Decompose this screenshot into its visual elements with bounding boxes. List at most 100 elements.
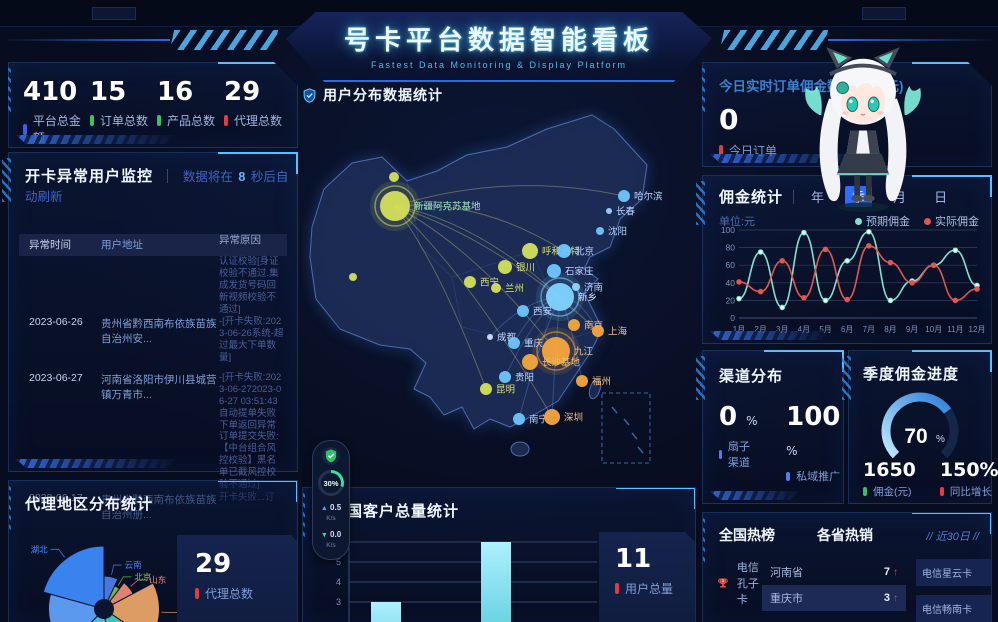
- channel-title: 渠道分布: [719, 368, 784, 385]
- product-chip[interactable]: 电信星云卡 6,080↑: [916, 559, 991, 586]
- chart-legend: 预期佣金 实际佣金: [855, 213, 979, 229]
- svg-text:100: 100: [721, 225, 735, 235]
- map-city-label: 哈尔滨: [634, 191, 663, 203]
- map-city-label: 深圳: [564, 413, 583, 424]
- svg-text:4月: 4月: [798, 325, 810, 334]
- legend-expected[interactable]: 预期佣金: [855, 213, 910, 229]
- svg-text:%: %: [936, 434, 945, 445]
- stat-product-total: 16 产品总数: [157, 77, 216, 128]
- customer-total-card: 11 用户总量: [599, 532, 696, 622]
- map-city-label: 兰州: [505, 283, 524, 295]
- down-arrow-icon: ▼: [320, 531, 328, 539]
- cpu-percent: 30%: [321, 473, 341, 493]
- page-title: 号卡平台数据智能看板: [343, 25, 654, 55]
- svg-text:40: 40: [726, 278, 736, 288]
- table-row: 2023-06-26 贵州省黔西南布依族苗族自治州安... -[开卡失败:202…: [29, 316, 284, 363]
- panel-foot-decor: [710, 491, 800, 500]
- up-arrow-icon: ↑: [893, 592, 898, 604]
- panel-foot-decor: [710, 154, 870, 163]
- agent-region-rose-chart[interactable]: 云南北京山东河南湖北: [9, 513, 199, 622]
- quarter-progress-panel: 季度佣金进度 70% 1650 佣金(元) 150% 同比增长: [842, 350, 998, 504]
- up-arrow-icon: ↑: [893, 566, 898, 578]
- customer-bar-chart[interactable]: 5 4 3: [311, 530, 601, 622]
- map-city-label: 西安: [533, 306, 552, 318]
- stat-marker: [224, 115, 228, 126]
- customer-total-panel: 全国客户总量统计 5 4 3 11 用户总量: [302, 487, 696, 622]
- svg-text:5: 5: [336, 557, 341, 567]
- agent-region-panel: 代理地区分布统计 云南北京山东河南湖北 29 代理总数: [8, 480, 298, 622]
- product-list: 电信星云卡 6,080↑ 电信畅南卡 7,407↑: [916, 559, 991, 622]
- svg-text:3月: 3月: [776, 325, 788, 334]
- china-map[interactable]: 新疆阿克苏基地哈尔滨长春沈阳呼和浩特北京银川石家庄济南西宁兰州新乡西安成都重庆南…: [302, 107, 690, 479]
- divider: [793, 189, 795, 204]
- mascot-character[interactable]: [800, 44, 926, 216]
- commission-title: 佣金统计: [719, 189, 784, 206]
- svg-text:4: 4: [336, 577, 341, 587]
- agent-total-card: 29 代理总数: [177, 535, 298, 622]
- top-decor-right: [862, 7, 906, 20]
- province-row[interactable]: 重庆市 3 ↑: [762, 585, 906, 611]
- map-city-label: 石家庄: [565, 266, 594, 278]
- commission-line-chart[interactable]: 0 20 40 60 80 100 1月 2月 3月 4月 5月 6月 7月 8月 9月 10月 11月 12月: [709, 222, 985, 338]
- quarter-growth: 150% 同比增长: [939, 459, 998, 498]
- today-orders-value: 0: [719, 103, 739, 136]
- stat-agent-total: 29 代理总数: [224, 77, 283, 128]
- quarter-gauge-chart: 70%: [881, 392, 959, 459]
- shield-icon: [303, 87, 316, 103]
- map-city-label: 新疆阿克苏基地: [414, 201, 481, 213]
- divider: [167, 169, 169, 183]
- map-city-label: 银川: [516, 262, 535, 274]
- product-chip[interactable]: 电信畅南卡 7,407↑: [916, 595, 991, 622]
- commission-panel: 佣金统计 年 季 月 日 单位:元 预期佣金 实际佣金 020406080100…: [696, 175, 992, 344]
- red-marker: [939, 487, 944, 496]
- svg-text:80: 80: [726, 243, 736, 253]
- stats-row: 410 平台总金额 15 订单总数 16 产品总数 29 代理总数: [9, 63, 297, 146]
- quarter-progress-title: 季度佣金进度: [863, 366, 960, 383]
- channel-item-fan: 0 % 扇子渠道: [719, 402, 758, 469]
- rose-segment-label: 湖北: [31, 544, 49, 554]
- tab-year[interactable]: 年: [811, 190, 825, 205]
- user-map-panel: 用户分布数据统计 新疆阿克苏基地哈尔滨长春沈阳呼和浩特北京银川石家庄济南西宁兰州…: [302, 85, 694, 483]
- period-label: // 近30日 //: [926, 531, 979, 543]
- province-row[interactable]: 河南省 7 ↑: [770, 566, 898, 579]
- svg-text:9月: 9月: [906, 325, 918, 334]
- channel-item-private: 100 % 私域推广: [786, 402, 841, 483]
- abnormal-table: 异常时间 用户地址 异常原因 认证校验[身证校验不通过.集成发货号码回新视频校验…: [19, 234, 287, 522]
- stat-platform-amount: 410 平台总金额: [23, 77, 90, 146]
- panel-foot-decor: [710, 331, 830, 340]
- svg-text:1: 1: [722, 578, 725, 583]
- top-decor-left: [92, 7, 136, 20]
- cpu-ring: 30%: [318, 470, 344, 496]
- province-hot-title: 各省热销: [817, 527, 873, 543]
- upload-speed: ▲ 0.5 K/s: [320, 503, 342, 523]
- svg-text:6月: 6月: [841, 325, 853, 334]
- svg-text:12月: 12月: [969, 325, 985, 334]
- svg-text:7月: 7月: [863, 325, 875, 334]
- legend-actual[interactable]: 实际佣金: [924, 213, 979, 229]
- svg-text:2月: 2月: [754, 325, 766, 334]
- header-banner: 号卡平台数据智能看板 Fastest Data Monitoring & Dis…: [286, 12, 712, 82]
- header-line-right: [828, 39, 998, 41]
- mascot-stand: [837, 202, 889, 212]
- map-city-label: 北京: [575, 246, 594, 258]
- network-monitor-widget[interactable]: 30% ▲ 0.5 K/s ▼ 0.0 K/s: [312, 440, 350, 560]
- blue-marker: [719, 449, 722, 459]
- legend-dot: [924, 218, 931, 225]
- rose-segment-label: 山东: [149, 575, 166, 585]
- refresh-countdown: 数据将在 8 秒后自动刷新: [25, 170, 289, 204]
- map-city-label: 重庆: [524, 338, 544, 350]
- table-row: 认证校验[身证校验不通过.集成发货号码回新视频校验不通过]: [219, 256, 279, 315]
- map-city-label: 沈阳: [608, 226, 627, 238]
- tab-day[interactable]: 日: [934, 190, 948, 205]
- green-marker: [863, 487, 867, 496]
- quarter-commission: 1650 佣金(元): [863, 459, 916, 498]
- rose-segment-label: 云南: [125, 560, 142, 570]
- hot-list-title: 全国热榜: [719, 527, 775, 543]
- province-list: 河南省 7 ↑ 重庆市 3 ↑: [762, 559, 906, 622]
- map-city-label: 南宁: [529, 414, 548, 426]
- header-line-left: [0, 39, 170, 41]
- up-arrow-icon: ▲: [320, 505, 328, 512]
- svg-text:1月: 1月: [733, 325, 745, 334]
- table-row: 2023-06-27 河南省洛阳市伊川县城营镇万青市... -[开卡失败:202…: [29, 372, 282, 490]
- stat-marker: [90, 115, 94, 126]
